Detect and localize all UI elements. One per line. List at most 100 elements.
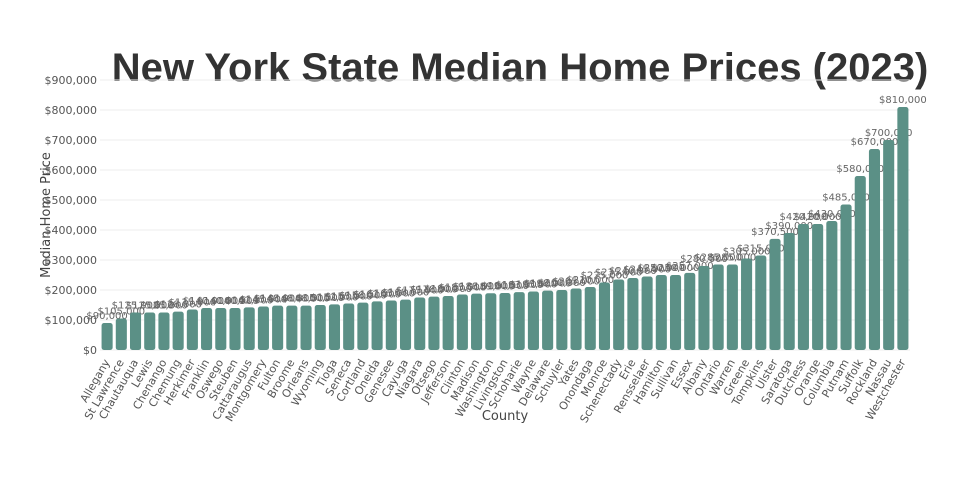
value-label: $195,000 xyxy=(510,280,558,291)
bar xyxy=(314,305,326,350)
bar xyxy=(385,300,397,350)
bar xyxy=(243,307,255,350)
y-tick-label: $400,000 xyxy=(45,224,98,237)
bar xyxy=(570,288,582,350)
value-label: $150,000 xyxy=(296,293,344,304)
value-label: $168,000 xyxy=(382,288,430,299)
bar xyxy=(272,305,284,350)
value-label: $189,000 xyxy=(467,281,515,292)
value-label: $810,000 xyxy=(879,95,927,106)
value-label: $240,000 xyxy=(609,266,657,277)
value-label: $370,500 xyxy=(751,227,799,238)
bar xyxy=(641,276,653,350)
bar xyxy=(485,293,497,350)
bar xyxy=(158,312,170,350)
bar xyxy=(115,318,127,350)
value-label: $148,000 xyxy=(254,294,302,305)
value-label: $245,000 xyxy=(623,265,671,276)
value-label: $193,000 xyxy=(495,280,543,291)
value-label: $285,000 xyxy=(709,253,757,264)
value-label: $420,000 xyxy=(794,212,842,223)
value-label: $700,000 xyxy=(865,128,913,139)
bar xyxy=(201,308,213,350)
value-label: $430,000 xyxy=(808,209,856,220)
value-label: $200,000 xyxy=(538,278,586,289)
value-label: $210,000 xyxy=(566,275,614,286)
bar xyxy=(129,312,142,350)
bar xyxy=(442,296,454,350)
bar xyxy=(627,278,639,350)
value-label: $90,000 xyxy=(86,311,127,322)
value-label: $140,000 xyxy=(197,296,245,307)
bar xyxy=(854,176,866,350)
bar xyxy=(513,292,525,350)
bar xyxy=(399,299,412,350)
value-label: $125,000 xyxy=(140,301,188,312)
bar xyxy=(215,308,227,350)
value-label: $225,000 xyxy=(581,271,629,282)
y-axis-label: Median Home Price xyxy=(39,152,54,278)
bar xyxy=(613,279,625,350)
value-label: $250,000 xyxy=(637,263,685,274)
value-label: $158,000 xyxy=(339,291,387,302)
bar xyxy=(755,255,767,350)
value-label: $162,000 xyxy=(353,289,401,300)
value-label: $280,000 xyxy=(680,254,728,265)
y-tick-label: $300,000 xyxy=(45,254,98,267)
value-label: $485,000 xyxy=(822,193,870,204)
bar xyxy=(783,233,795,350)
bar xyxy=(456,294,468,350)
chart-title: New York State Median Home Prices (2023) xyxy=(112,46,929,90)
bar xyxy=(328,304,341,350)
value-label: $180,000 xyxy=(424,284,472,295)
bar xyxy=(598,282,611,350)
bar xyxy=(669,275,682,350)
value-label: $142,000 xyxy=(225,295,273,306)
bar xyxy=(286,305,298,350)
bar xyxy=(172,311,184,350)
value-label: $390,000 xyxy=(765,221,813,232)
bar xyxy=(101,323,113,350)
y-tick-label: $200,000 xyxy=(45,284,98,297)
value-label: $190,000 xyxy=(481,281,529,292)
bar xyxy=(414,297,426,350)
value-label: $148,000 xyxy=(282,294,330,305)
value-label: $125,000 xyxy=(126,301,174,312)
value-label: $420,000 xyxy=(780,212,828,223)
value-label: $285,000 xyxy=(694,253,742,264)
value-label: $580,000 xyxy=(836,164,884,175)
x-axis-label: County xyxy=(482,409,529,424)
value-label: $135,000 xyxy=(169,298,217,309)
bar xyxy=(812,224,824,350)
value-label: $185,000 xyxy=(439,283,487,294)
value-label: $670,000 xyxy=(851,137,899,148)
value-label: $155,000 xyxy=(325,292,373,303)
value-label: $250,000 xyxy=(652,263,700,274)
y-tick-label: $500,000 xyxy=(45,194,98,207)
bar xyxy=(840,204,852,350)
y-tick-label: $700,000 xyxy=(45,134,98,147)
y-tick-label: $600,000 xyxy=(45,164,98,177)
bar xyxy=(428,296,440,350)
bar xyxy=(542,290,554,350)
bar xyxy=(684,272,696,350)
value-label: $140,000 xyxy=(211,296,259,307)
bar xyxy=(186,309,198,350)
value-label: $175,000 xyxy=(396,286,444,297)
value-label: $165,000 xyxy=(367,289,415,300)
bar xyxy=(826,221,838,350)
bar xyxy=(868,149,881,350)
y-tick-label: $900,000 xyxy=(45,74,98,87)
bar xyxy=(471,293,483,350)
bar xyxy=(300,305,312,350)
bar xyxy=(698,266,710,350)
bar xyxy=(655,275,667,350)
y-tick-label: $100,000 xyxy=(45,314,98,327)
bar xyxy=(769,238,781,350)
value-label: $105,000 xyxy=(97,307,145,318)
y-tick-label: $800,000 xyxy=(45,104,98,117)
value-label: $235,000 xyxy=(595,268,643,279)
value-label: $305,000 xyxy=(723,247,771,258)
bar xyxy=(257,306,269,350)
